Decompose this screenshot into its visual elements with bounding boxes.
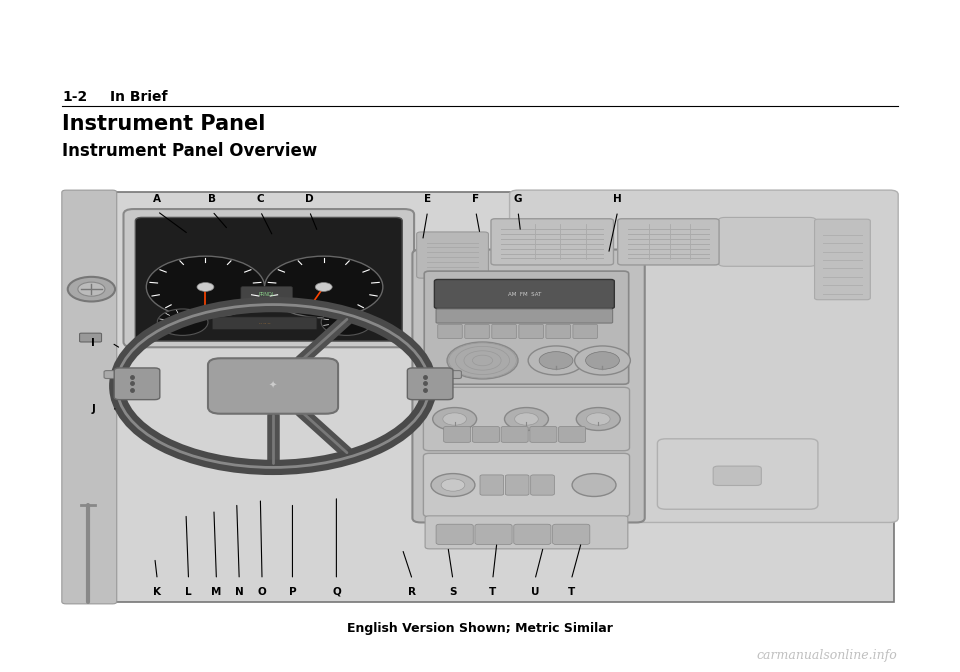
FancyBboxPatch shape <box>559 427 586 442</box>
Circle shape <box>540 351 573 370</box>
Text: carmanualsonline.info: carmanualsonline.info <box>756 649 898 662</box>
FancyBboxPatch shape <box>530 427 557 442</box>
FancyBboxPatch shape <box>814 219 871 300</box>
FancyBboxPatch shape <box>413 249 645 522</box>
FancyBboxPatch shape <box>423 454 630 517</box>
Circle shape <box>586 351 619 370</box>
FancyBboxPatch shape <box>417 232 489 278</box>
FancyBboxPatch shape <box>491 219 613 265</box>
Text: U: U <box>531 587 540 597</box>
FancyBboxPatch shape <box>501 427 528 442</box>
Text: A: A <box>154 194 161 204</box>
FancyBboxPatch shape <box>241 286 293 302</box>
Circle shape <box>587 413 611 425</box>
FancyBboxPatch shape <box>475 524 512 544</box>
FancyBboxPatch shape <box>124 209 414 347</box>
FancyBboxPatch shape <box>510 190 899 522</box>
FancyBboxPatch shape <box>518 325 543 339</box>
FancyBboxPatch shape <box>438 325 463 339</box>
Text: L: L <box>185 587 192 597</box>
FancyBboxPatch shape <box>480 475 504 495</box>
FancyBboxPatch shape <box>135 218 402 341</box>
Text: T: T <box>489 587 496 597</box>
FancyBboxPatch shape <box>424 271 629 384</box>
Circle shape <box>322 309 372 335</box>
FancyBboxPatch shape <box>436 309 612 323</box>
Text: AM  FM  SAT: AM FM SAT <box>508 292 541 296</box>
FancyBboxPatch shape <box>425 516 628 549</box>
FancyBboxPatch shape <box>423 387 630 451</box>
FancyBboxPatch shape <box>444 427 470 442</box>
Circle shape <box>572 474 616 497</box>
Text: M: M <box>211 587 222 597</box>
Text: Instrument Panel Overview: Instrument Panel Overview <box>62 142 318 160</box>
Text: PRNDL: PRNDL <box>258 292 275 296</box>
Circle shape <box>265 256 383 318</box>
FancyBboxPatch shape <box>407 368 453 400</box>
Text: F: F <box>472 194 479 204</box>
Text: G: G <box>514 194 522 204</box>
FancyBboxPatch shape <box>61 190 117 604</box>
FancyBboxPatch shape <box>617 219 719 265</box>
Circle shape <box>78 282 105 296</box>
FancyBboxPatch shape <box>713 466 761 485</box>
FancyBboxPatch shape <box>514 524 551 544</box>
FancyBboxPatch shape <box>505 475 529 495</box>
Text: English Version Shown; Metric Similar: English Version Shown; Metric Similar <box>348 622 612 634</box>
Text: 1-2: 1-2 <box>62 90 87 104</box>
Text: S: S <box>449 587 457 597</box>
Circle shape <box>575 346 631 375</box>
FancyBboxPatch shape <box>114 368 159 400</box>
Circle shape <box>68 277 115 302</box>
Circle shape <box>315 282 332 292</box>
FancyBboxPatch shape <box>104 370 134 378</box>
Text: In Brief: In Brief <box>110 90 168 104</box>
Circle shape <box>431 474 475 497</box>
FancyBboxPatch shape <box>431 370 462 378</box>
FancyBboxPatch shape <box>658 439 818 509</box>
Text: T: T <box>567 587 575 597</box>
FancyBboxPatch shape <box>553 524 589 544</box>
Text: K: K <box>154 587 161 597</box>
Text: H: H <box>613 194 622 204</box>
FancyBboxPatch shape <box>472 427 499 442</box>
FancyBboxPatch shape <box>212 317 317 330</box>
Circle shape <box>528 346 584 375</box>
FancyBboxPatch shape <box>531 475 554 495</box>
Text: R: R <box>408 587 417 597</box>
Circle shape <box>157 309 208 335</box>
Circle shape <box>197 282 214 292</box>
FancyBboxPatch shape <box>573 325 597 339</box>
FancyBboxPatch shape <box>436 524 473 544</box>
Text: C: C <box>256 194 264 204</box>
Circle shape <box>443 413 467 425</box>
Text: B: B <box>208 194 216 204</box>
Circle shape <box>433 407 476 431</box>
Text: Q: Q <box>332 587 341 597</box>
Text: D: D <box>305 194 314 204</box>
Circle shape <box>515 413 539 425</box>
Text: E: E <box>424 194 431 204</box>
Circle shape <box>576 407 620 431</box>
Circle shape <box>442 479 465 491</box>
Text: Instrument Panel: Instrument Panel <box>62 114 266 134</box>
Text: N: N <box>235 587 244 597</box>
Circle shape <box>447 342 518 379</box>
Text: P: P <box>289 587 297 597</box>
Circle shape <box>146 256 265 318</box>
FancyBboxPatch shape <box>465 325 490 339</box>
FancyBboxPatch shape <box>718 218 816 266</box>
FancyBboxPatch shape <box>208 358 338 414</box>
Text: J: J <box>91 404 95 414</box>
FancyBboxPatch shape <box>434 280 614 308</box>
Text: O: O <box>257 587 267 597</box>
Text: ✦: ✦ <box>269 381 277 391</box>
Circle shape <box>505 407 548 431</box>
FancyBboxPatch shape <box>492 325 516 339</box>
FancyBboxPatch shape <box>546 325 570 339</box>
Text: -- -- --: -- -- -- <box>259 321 271 325</box>
FancyBboxPatch shape <box>80 333 102 342</box>
Polygon shape <box>66 192 894 601</box>
Text: I: I <box>91 338 95 348</box>
